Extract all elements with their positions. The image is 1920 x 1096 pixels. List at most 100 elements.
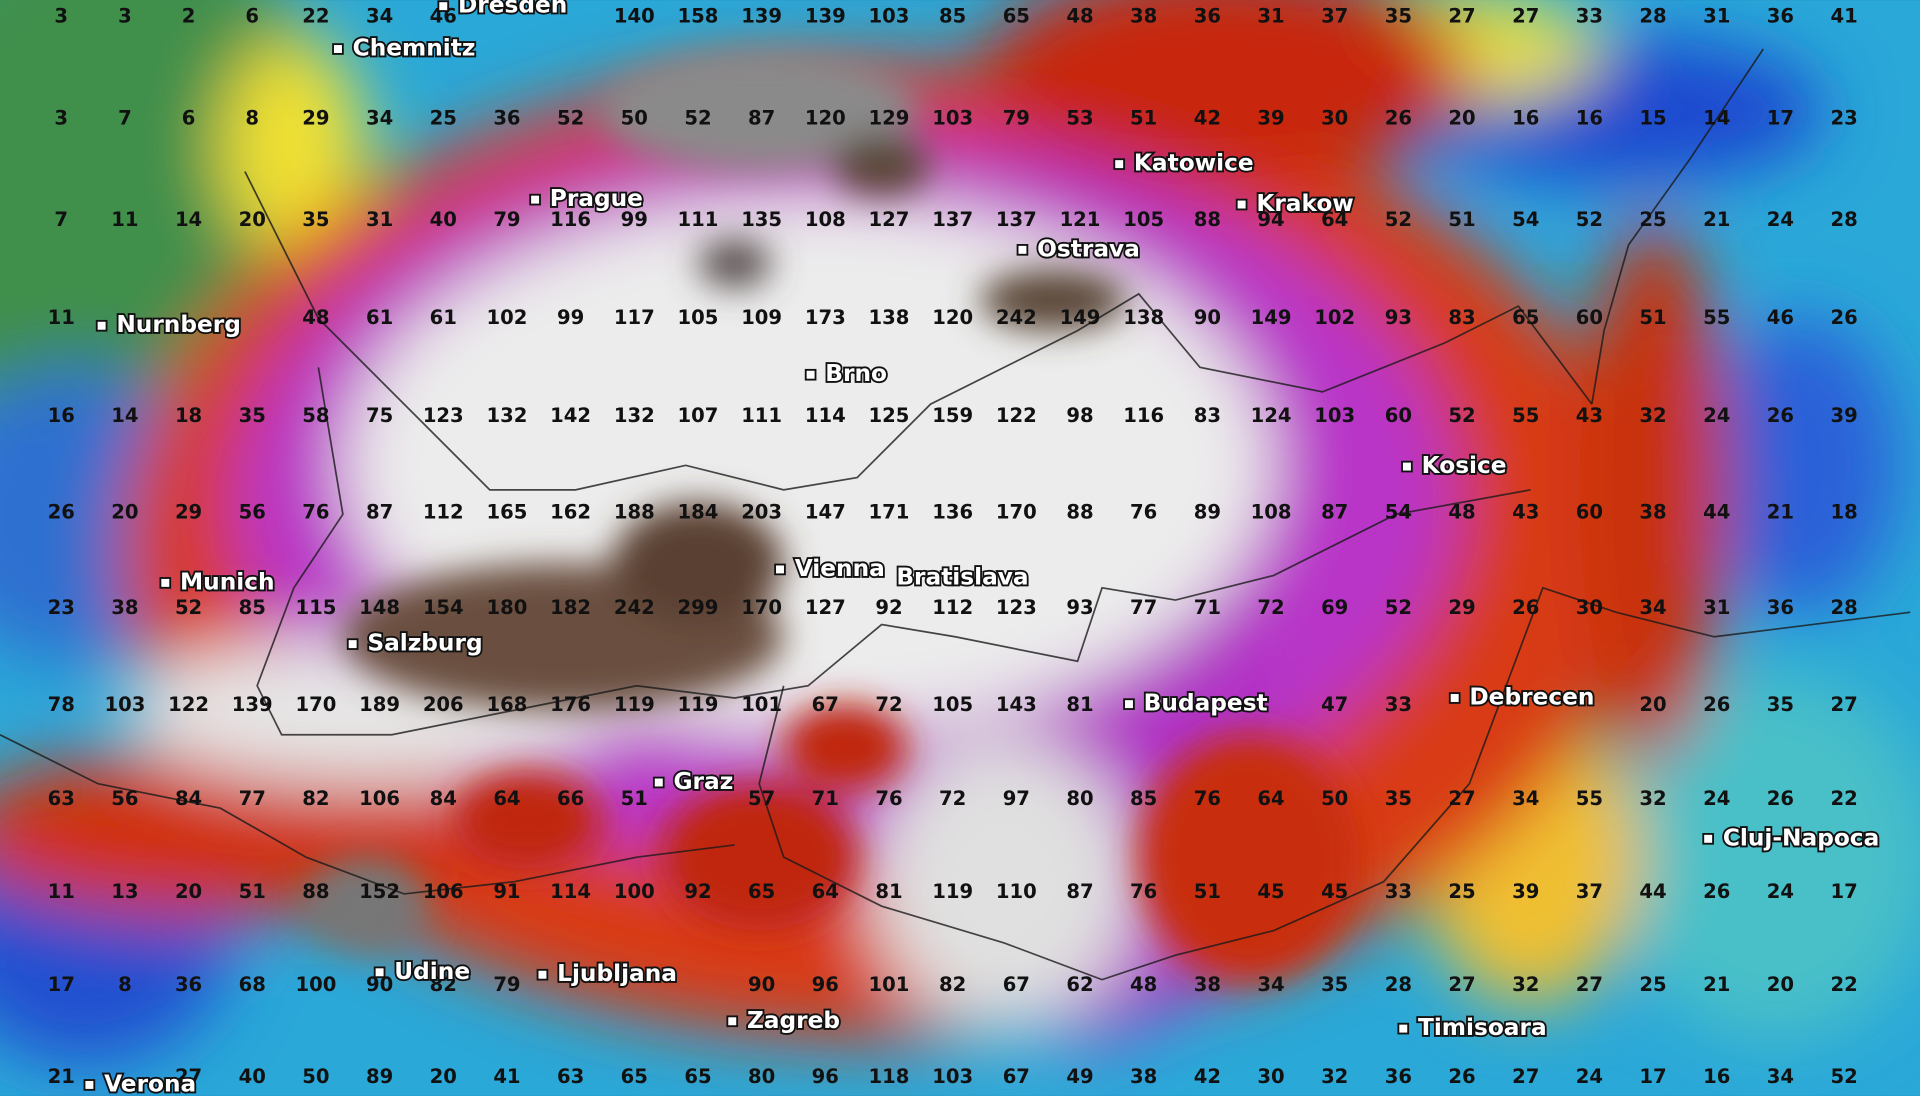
grid-value: 7	[54, 208, 68, 231]
city-label: Vienna	[795, 555, 885, 582]
grid-value: 137	[932, 208, 973, 231]
grid-value: 84	[430, 787, 457, 810]
grid-value: 122	[996, 404, 1037, 427]
city-label: Ljubljana	[557, 960, 677, 987]
grid-value: 52	[1830, 1065, 1857, 1088]
city-label: Katowice	[1134, 150, 1254, 177]
grid-value: 43	[1576, 404, 1603, 427]
grid-value: 35	[1767, 693, 1794, 716]
grid-value: 92	[684, 880, 711, 903]
city-marker	[83, 1079, 96, 1091]
grid-value: 47	[1321, 693, 1348, 716]
grid-value: 21	[48, 1065, 75, 1088]
grid-value: 138	[1123, 306, 1164, 329]
border	[758, 586, 1911, 981]
grid-value: 26	[1703, 693, 1730, 716]
grid-value: 16	[1703, 1065, 1730, 1088]
grid-value: 8	[245, 106, 259, 129]
grid-value: 87	[748, 106, 775, 129]
grid-value: 28	[1830, 208, 1857, 231]
grid-value: 91	[493, 880, 520, 903]
grid-value: 21	[1703, 973, 1730, 996]
grid-value: 188	[614, 501, 655, 524]
grid-value: 111	[741, 404, 782, 427]
city-label: Krakow	[1256, 190, 1353, 217]
grid-value: 138	[869, 306, 910, 329]
grid-value: 48	[1130, 973, 1157, 996]
grid-value: 23	[48, 596, 75, 619]
grid-value: 81	[875, 880, 902, 903]
grid-value: 182	[550, 596, 591, 619]
grid-value: 7	[118, 106, 132, 129]
grid-value: 34	[366, 5, 393, 28]
grid-value: 30	[1257, 1065, 1284, 1088]
grid-value: 168	[487, 693, 528, 716]
grid-value: 97	[1003, 787, 1030, 810]
city-marker	[437, 0, 450, 12]
grid-value: 26	[1448, 1065, 1475, 1088]
grid-value: 80	[1066, 787, 1093, 810]
grid-value: 159	[932, 404, 973, 427]
grid-value: 44	[1703, 501, 1730, 524]
grid-value: 52	[1576, 208, 1603, 231]
grid-value: 132	[487, 404, 528, 427]
grid-value: 143	[996, 693, 1037, 716]
grid-value: 38	[1130, 5, 1157, 28]
grid-value: 39	[1830, 404, 1857, 427]
grid-value: 76	[1130, 880, 1157, 903]
grid-value: 27	[1448, 787, 1475, 810]
grid-value: 90	[366, 973, 393, 996]
grid-value: 129	[869, 106, 910, 129]
grid-value: 115	[295, 596, 336, 619]
grid-value: 60	[1576, 501, 1603, 524]
city-marker	[1448, 692, 1461, 704]
city-label: Chemnitz	[353, 35, 476, 62]
grid-value: 103	[104, 693, 145, 716]
grid-value: 158	[678, 5, 719, 28]
grid-value: 85	[1130, 787, 1157, 810]
grid-value: 45	[1321, 880, 1348, 903]
grid-value: 99	[621, 208, 648, 231]
grid-value: 118	[869, 1065, 910, 1088]
city-marker	[1702, 833, 1714, 845]
grid-value: 61	[366, 306, 393, 329]
grid-value: 25	[1639, 208, 1666, 231]
grid-value: 80	[748, 1065, 775, 1088]
grid-value: 32	[1639, 404, 1666, 427]
grid-value: 101	[869, 973, 910, 996]
grid-value: 22	[1830, 973, 1857, 996]
grid-value: 21	[1703, 208, 1730, 231]
grid-value: 121	[1060, 208, 1101, 231]
grid-value: 76	[1130, 501, 1157, 524]
grid-value: 100	[614, 880, 655, 903]
grid-value: 36	[1767, 596, 1794, 619]
grid-value: 36	[1767, 5, 1794, 28]
grid-value: 34	[366, 106, 393, 129]
grid-value: 34	[1512, 787, 1539, 810]
grid-value: 139	[805, 5, 846, 28]
grid-value: 26	[1703, 880, 1730, 903]
grid-value: 55	[1703, 306, 1730, 329]
grid-value: 98	[1066, 404, 1093, 427]
grid-value: 203	[741, 501, 782, 524]
grid-value: 71	[1194, 596, 1221, 619]
grid-value: 106	[423, 880, 464, 903]
grid-value: 14	[1703, 106, 1730, 129]
grid-value: 54	[1512, 208, 1539, 231]
grid-value: 88	[1066, 501, 1093, 524]
grid-value: 100	[295, 973, 336, 996]
grid-value: 32	[1639, 787, 1666, 810]
grid-value: 16	[1512, 106, 1539, 129]
grid-value: 66	[557, 787, 584, 810]
grid-value: 16	[1576, 106, 1603, 129]
grid-value: 41	[1830, 5, 1857, 28]
grid-value: 6	[245, 5, 259, 28]
grid-value: 105	[932, 693, 973, 716]
grid-value: 3	[54, 5, 68, 28]
city-marker	[652, 776, 665, 789]
grid-value: 50	[1321, 787, 1348, 810]
grid-value: 103	[1314, 404, 1355, 427]
grid-value: 2	[182, 5, 196, 28]
